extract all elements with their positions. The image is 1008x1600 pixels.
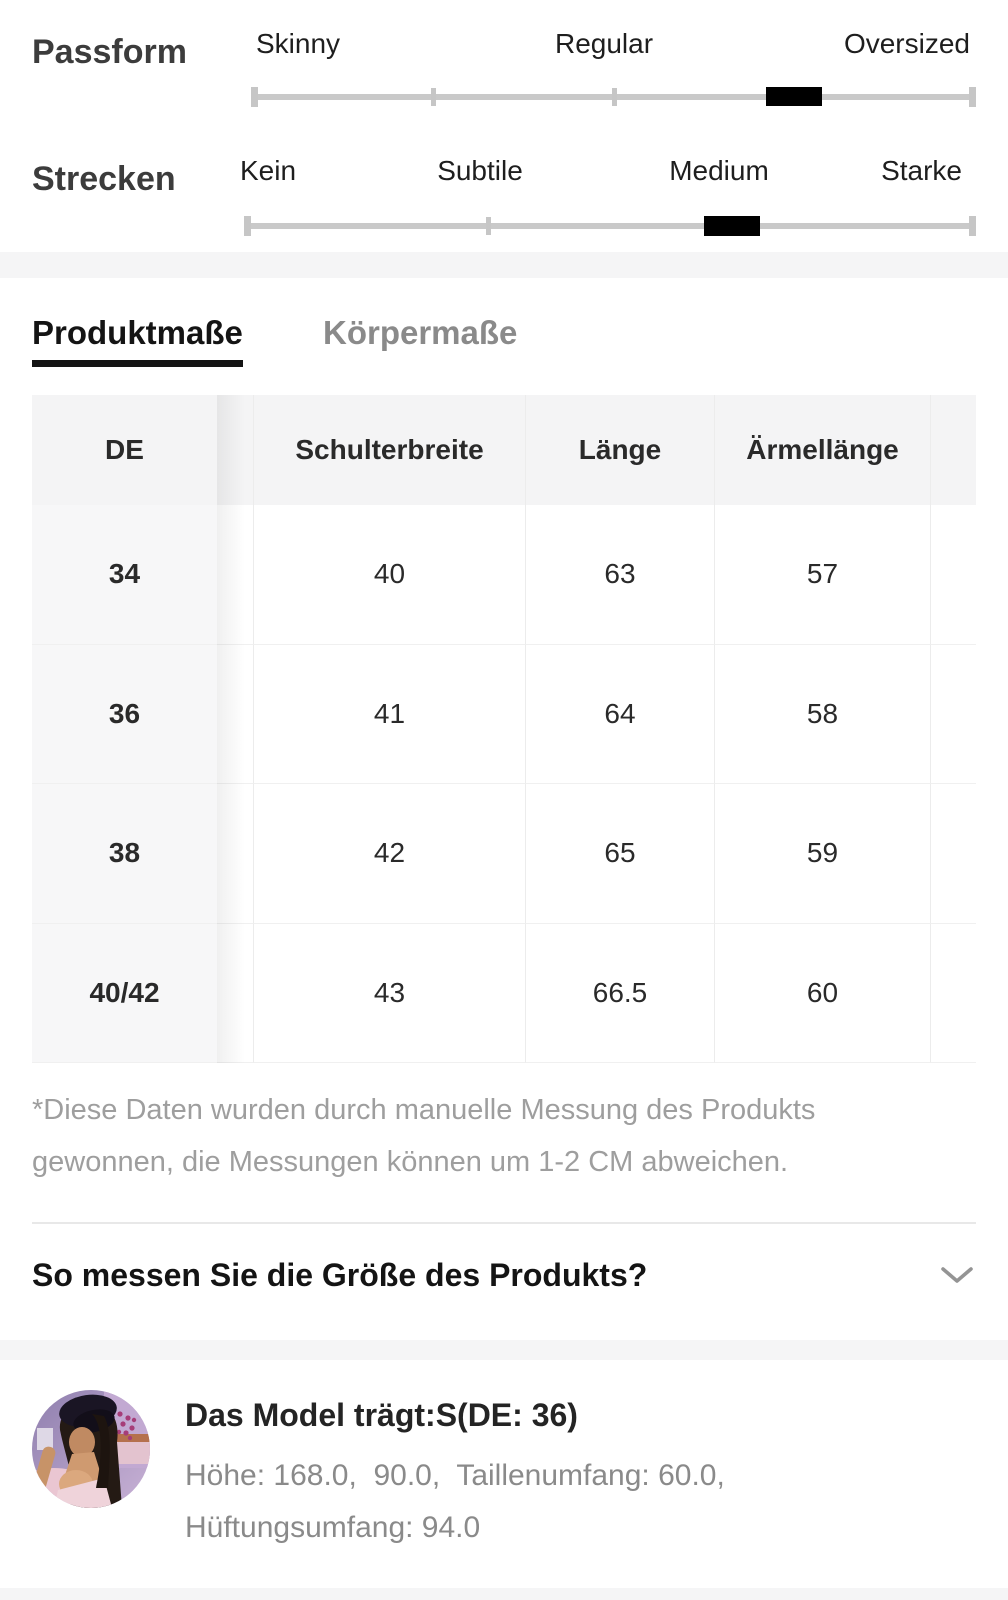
model-photo xyxy=(32,1390,150,1508)
passform-option-regular: Regular xyxy=(554,28,654,59)
strecken-option-kein: Kein xyxy=(240,155,297,186)
strecken-label: Strecken xyxy=(32,160,176,198)
table-row-34: 34 40 63 57 xyxy=(32,505,976,645)
table-row-36: 36 41 64 58 xyxy=(32,644,976,784)
value-cell: 64 xyxy=(525,644,714,784)
strecken-slider xyxy=(244,216,976,236)
value-cell: 65 xyxy=(525,784,714,924)
chevron-down-icon[interactable] xyxy=(940,1266,974,1286)
header-cell-laenge: Länge xyxy=(525,395,714,505)
strecken-option-starke: Starke xyxy=(881,155,962,186)
value-cell: 57 xyxy=(714,505,930,645)
strecken-slider-track xyxy=(245,223,975,229)
model-wears-title: Das Model trägt:S(DE: 36) xyxy=(185,1397,578,1433)
passform-slider xyxy=(251,86,976,107)
section-divider-band xyxy=(0,1588,1008,1600)
table-header-row: DE Schulterbreite Länge Ärmellänge xyxy=(32,395,976,505)
table-row-40-42: 40/42 43 66.5 60 xyxy=(32,923,976,1063)
size-cell: 40/42 xyxy=(32,923,217,1063)
how-to-measure-question: So messen Sie die Größe des Produkts? xyxy=(32,1257,648,1293)
value-cell: 60 xyxy=(714,923,930,1063)
value-cell: 43 xyxy=(253,923,525,1063)
value-cell: 58 xyxy=(714,644,930,784)
passform-slider-handle xyxy=(766,87,823,106)
table-row-38: 38 42 65 59 xyxy=(32,784,976,924)
product-size-table: DE Schulterbreite Länge Ärmellänge 34 40… xyxy=(32,395,976,1063)
size-cell: 34 xyxy=(32,505,217,645)
section-divider-line xyxy=(32,1222,976,1224)
measurement-disclaimer: *Diese Daten wurden durch manuelle Messu… xyxy=(32,1094,816,1178)
header-cell-partial xyxy=(930,395,976,505)
header-cell-de: DE xyxy=(32,395,217,505)
how-to-measure-accordion[interactable]: So messen Sie die Größe des Produkts? xyxy=(0,1248,1008,1302)
strecken-slider-handle xyxy=(703,216,760,236)
section-divider-band xyxy=(0,1340,1008,1360)
value-cell: 41 xyxy=(253,644,525,784)
header-cell-spacer xyxy=(217,395,253,505)
value-cell: 59 xyxy=(714,784,930,924)
passform-option-skinny: Skinny xyxy=(256,28,341,59)
value-cell: 40 xyxy=(253,505,525,645)
model-measurements: Höhe: 168.0, 90.0, Taillenumfang: 60.0, … xyxy=(185,1459,725,1544)
passform-option-oversized: Oversized xyxy=(843,28,970,59)
strecken-option-medium: Medium xyxy=(669,155,769,186)
tab-koerpermasse[interactable]: Körpermaße xyxy=(323,314,518,351)
value-cell: 63 xyxy=(525,505,714,645)
size-cell: 36 xyxy=(32,644,217,784)
value-cell: 42 xyxy=(253,784,525,924)
strecken-option-subtile: Subtile xyxy=(437,155,523,186)
header-cell-aermellaenge: Ärmellänge xyxy=(714,395,930,505)
tab-produktmasse[interactable]: Produktmaße xyxy=(32,312,243,367)
header-cell-schulterbreite: Schulterbreite xyxy=(253,395,525,505)
size-cell: 38 xyxy=(32,784,217,924)
section-divider-band xyxy=(0,252,1008,278)
passform-label: Passform xyxy=(32,33,187,71)
value-cell: 66.5 xyxy=(525,923,714,1063)
model-avatar xyxy=(32,1390,150,1508)
